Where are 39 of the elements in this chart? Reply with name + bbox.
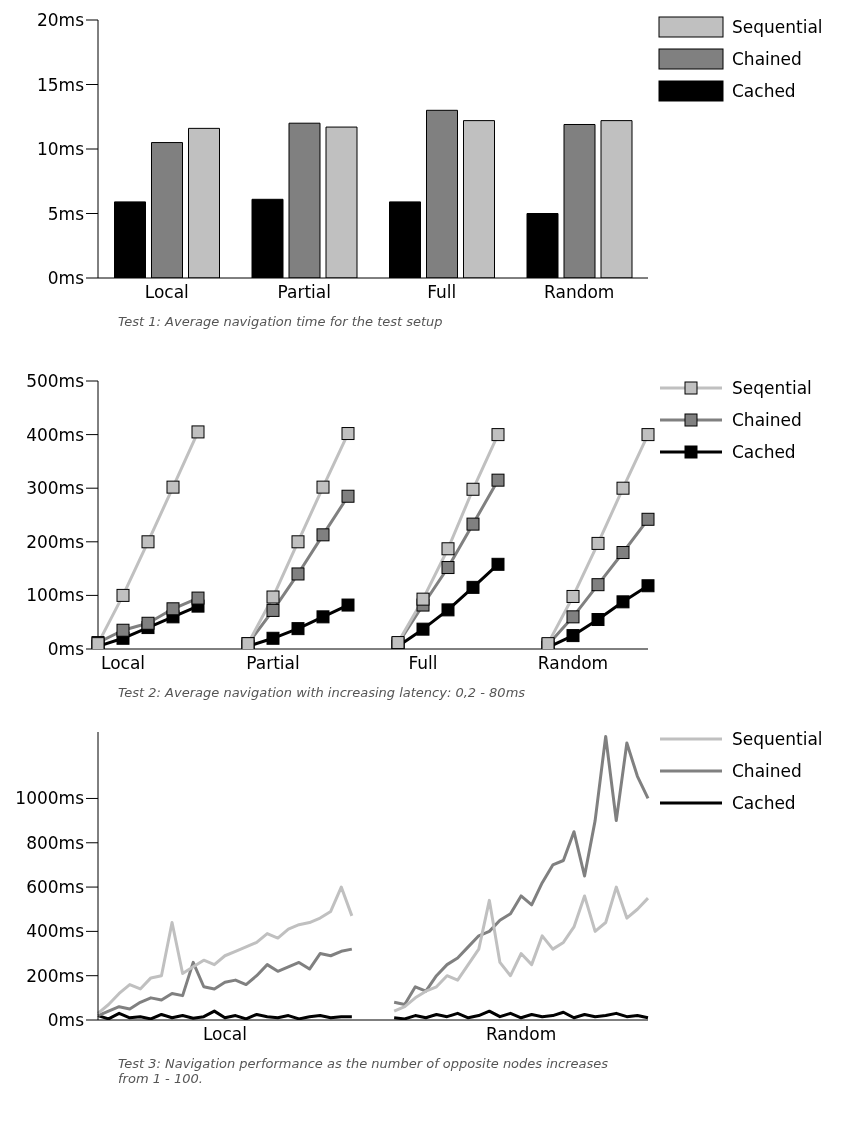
legend-label: Sequential xyxy=(732,729,823,749)
text: Test 1: Average navigation time for the test setup xyxy=(118,314,444,329)
y-tick-label: 20ms xyxy=(36,10,85,31)
x-tick-label: Random xyxy=(485,1024,557,1045)
legend-label: Chained xyxy=(732,761,802,781)
y-tick-label: 500ms xyxy=(26,371,85,392)
x-tick-label: Local xyxy=(202,1024,247,1045)
legend-label: Cached xyxy=(732,793,796,813)
text: Test 3: Navigation performance as the number of opposite nodes increases from 1 - 100. xyxy=(118,1056,610,1086)
y-tick-label: 300ms xyxy=(26,478,85,499)
x-tick-label: Full xyxy=(408,653,438,674)
y-tick-label: 15ms xyxy=(36,74,85,95)
x-tick-label: Random xyxy=(537,653,609,674)
y-tick-label: 400ms xyxy=(26,424,85,445)
x-tick-label: Full xyxy=(427,282,457,303)
y-tick-label: 0ms xyxy=(47,268,85,289)
x-tick-label: Random xyxy=(544,282,615,303)
y-tick-label: 600ms xyxy=(26,877,85,898)
y-tick-label: 400ms xyxy=(26,921,85,942)
legend-label: Chained xyxy=(732,410,802,430)
x-tick-label: Local xyxy=(100,653,146,674)
legend-label: Cached xyxy=(732,442,796,462)
y-tick-label: 1000ms xyxy=(15,788,85,809)
x-tick-label: Partial xyxy=(277,282,331,303)
y-tick-label: 800ms xyxy=(26,832,85,853)
legend-label: Cached xyxy=(732,81,796,101)
y-tick-label: 200ms xyxy=(26,965,85,986)
legend-label: Chained xyxy=(732,49,802,69)
y-tick-label: 5ms xyxy=(47,203,85,224)
x-tick-label: Partial xyxy=(246,653,300,674)
legend-label: Sequential xyxy=(732,17,823,37)
x-tick-label: Local xyxy=(144,282,189,303)
text: Test 2: Average navigation with increasing latency: 0,2 - 80ms xyxy=(118,685,527,700)
y-tick-label: 100ms xyxy=(26,585,85,606)
y-tick-label: 0ms xyxy=(47,1010,85,1031)
legend-label: Seqential xyxy=(732,378,812,398)
y-tick-label: 200ms xyxy=(26,531,85,552)
y-tick-label: 0ms xyxy=(47,639,85,660)
y-tick-label: 10ms xyxy=(36,139,85,160)
